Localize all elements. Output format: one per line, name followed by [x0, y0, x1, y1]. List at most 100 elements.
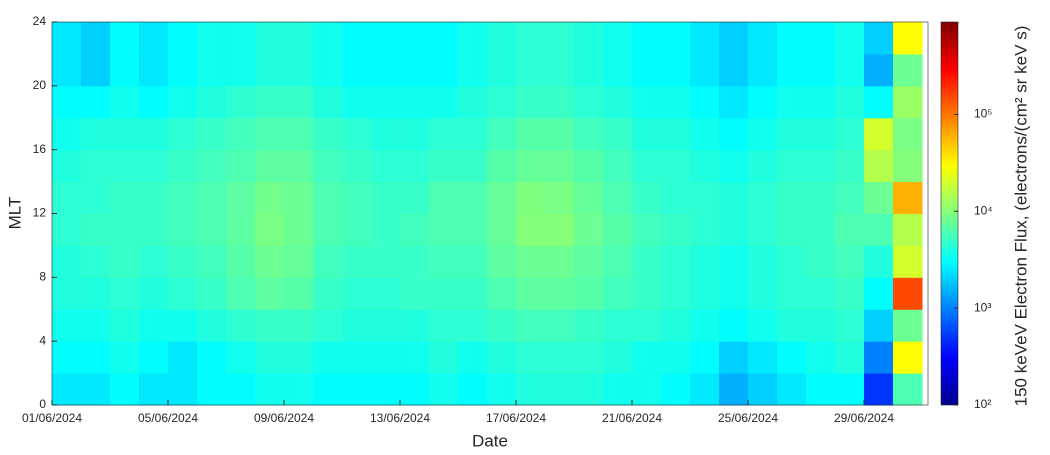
heat-cell [690, 245, 720, 278]
heat-cell [371, 245, 401, 278]
heat-cell [748, 117, 778, 151]
heat-cell [806, 181, 836, 214]
heat-cell [342, 85, 372, 119]
heat-cell [748, 213, 778, 246]
heat-cell [632, 85, 662, 119]
heat-cell [545, 181, 575, 214]
heat-cell [632, 181, 662, 214]
x-tick-label: 13/06/2024 [370, 411, 430, 425]
heat-cell [52, 373, 82, 406]
heat-cell [632, 309, 662, 342]
heat-cell [284, 117, 314, 151]
heat-cell [661, 117, 691, 151]
heat-cell [835, 53, 865, 87]
y-tick-label: 20 [33, 78, 47, 92]
heat-cell [52, 181, 82, 214]
heat-cell [661, 213, 691, 246]
heat-cell [429, 245, 459, 278]
heat-cell [284, 85, 314, 119]
heat-cell [168, 149, 198, 183]
heat-cell [255, 53, 285, 87]
heat-cell [777, 373, 807, 406]
heat-cell [197, 373, 227, 406]
heat-cell [255, 341, 285, 374]
heat-cell [603, 213, 633, 246]
heat-cell [632, 341, 662, 374]
heat-cell [719, 53, 749, 87]
heat-cell [429, 213, 459, 246]
heat-cell [603, 149, 633, 183]
heat-cell [197, 309, 227, 342]
heat-cell [516, 85, 546, 119]
heat-cell [603, 117, 633, 151]
heat-cell [81, 117, 111, 151]
heat-cell [429, 373, 459, 406]
heat-cell [458, 213, 488, 246]
heat-cell [284, 53, 314, 87]
heat-cell [487, 245, 517, 278]
heat-cell [603, 245, 633, 278]
heat-cell [893, 117, 923, 151]
heat-cell [139, 22, 169, 55]
heat-cell [632, 277, 662, 310]
heat-cell [777, 213, 807, 246]
heat-cell [719, 245, 749, 278]
colorbar-tick-label: 10⁴ [974, 203, 993, 217]
heat-cell [81, 373, 111, 406]
heat-cell [284, 22, 314, 55]
heat-cell [110, 149, 140, 183]
heat-cell [110, 22, 140, 55]
heat-cell [574, 53, 604, 87]
heat-cell [632, 213, 662, 246]
heat-cell [574, 149, 604, 183]
y-tick-label: 0 [39, 397, 46, 411]
heat-cell [313, 53, 343, 87]
heat-cell [226, 53, 256, 87]
heat-cell [139, 181, 169, 214]
heat-cell [313, 117, 343, 151]
heat-cell [284, 277, 314, 310]
heat-cell [284, 373, 314, 406]
heat-cell [81, 245, 111, 278]
heat-cell [139, 341, 169, 374]
heat-cell [197, 149, 227, 183]
heat-cell [719, 309, 749, 342]
heat-cell [197, 117, 227, 151]
heat-cell [342, 22, 372, 55]
heat-cell [255, 373, 285, 406]
heat-cell [690, 181, 720, 214]
heat-cell [52, 22, 82, 55]
heat-cell [893, 341, 923, 374]
heat-cell [197, 22, 227, 55]
heat-cell [748, 181, 778, 214]
heat-cell [690, 149, 720, 183]
heat-cell [893, 53, 923, 87]
heat-cell [719, 373, 749, 406]
heat-cell [371, 277, 401, 310]
heat-cell [400, 53, 430, 87]
heat-cell [719, 22, 749, 55]
heat-cell [110, 117, 140, 151]
heat-cell [603, 53, 633, 87]
colorbar-tick-label: 10⁵ [974, 107, 992, 121]
heat-cell [313, 245, 343, 278]
heat-cell [284, 309, 314, 342]
heat-cell [429, 53, 459, 87]
heat-cell [81, 181, 111, 214]
colorbar-tick-label: 10² [974, 397, 991, 411]
heat-cell [806, 117, 836, 151]
heat-cell [371, 309, 401, 342]
heat-cell [777, 22, 807, 55]
heat-cell [313, 213, 343, 246]
x-tick-label: 05/06/2024 [138, 411, 198, 425]
heat-cell [197, 213, 227, 246]
heat-cell [719, 341, 749, 374]
heat-cell [458, 181, 488, 214]
heat-cell [661, 181, 691, 214]
heat-cell [748, 309, 778, 342]
x-tick-label: 17/06/2024 [486, 411, 546, 425]
heat-cell [777, 85, 807, 119]
heat-cell [719, 181, 749, 214]
heat-cell [835, 85, 865, 119]
heat-cell [139, 277, 169, 310]
